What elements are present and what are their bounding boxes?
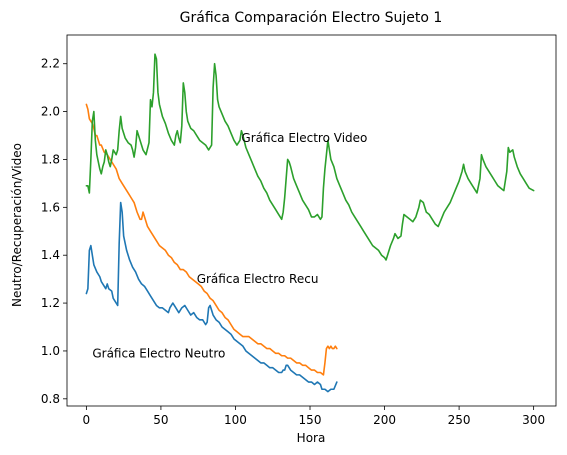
y-tick-label: 1.6	[41, 200, 60, 214]
series-line-3	[85, 53, 535, 261]
plot-frame	[66, 34, 557, 407]
x-axis-label: Hora	[297, 431, 326, 445]
y-tick-label: 0.8	[41, 392, 60, 406]
y-axis-label: Neutro/Recuperación/Video	[10, 143, 24, 307]
y-tick-label: 1.0	[41, 344, 60, 358]
y-tick-label: 2.0	[41, 105, 60, 119]
x-tick-label: 150	[299, 413, 322, 427]
y-axis: 0.8 1.0 1.2 1.4 1.6 1.8 2.0 2.2	[41, 57, 67, 406]
x-tick-label: 200	[373, 413, 396, 427]
x-axis: 0 50 100 150 200 250 300	[83, 406, 545, 427]
x-tick-label: 300	[522, 413, 545, 427]
annotation-label-3: Gráfica Electro Neutro	[92, 346, 225, 360]
y-tick-label: 1.8	[41, 152, 60, 166]
x-tick-label: 100	[224, 413, 247, 427]
annotation-label-2: Gráfica Electro Recu	[197, 272, 319, 286]
chart-title: Gráfica Comparación Electro Sujeto 1	[180, 10, 443, 26]
x-tick-label: 0	[83, 413, 91, 427]
annotation-label-1: Gráfica Electro Video	[241, 131, 367, 145]
plot-area	[66, 34, 557, 407]
series-line-2	[85, 103, 338, 376]
annotations: Gráfica Electro Video Gráfica Electro Rec…	[92, 131, 367, 360]
y-tick-label: 1.4	[41, 248, 60, 262]
x-tick-label: 250	[448, 413, 471, 427]
y-tick-label: 1.2	[41, 296, 60, 310]
series-line-1	[85, 201, 338, 393]
y-tick-label: 2.2	[41, 57, 60, 71]
x-tick-label: 50	[153, 413, 168, 427]
